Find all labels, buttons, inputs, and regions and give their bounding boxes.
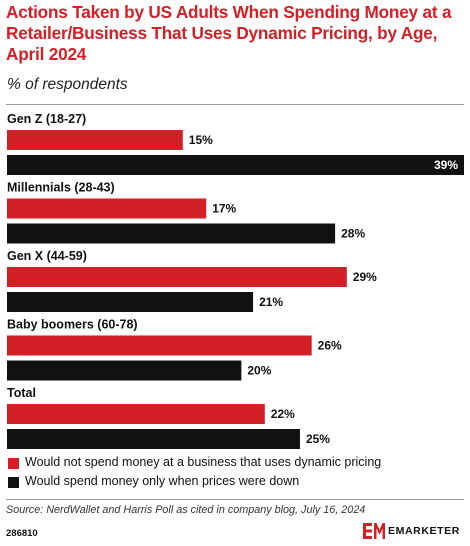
chart-subtitle: % of respondents	[7, 76, 128, 93]
legend-swatch-black	[8, 477, 19, 488]
bar	[7, 360, 242, 381]
data-label: 26%	[318, 339, 342, 353]
bar	[7, 404, 265, 424]
chart-id: 286810	[6, 528, 38, 539]
category-label: Gen Z (18-27)	[7, 112, 86, 126]
category-label: Total	[7, 386, 36, 400]
bar	[7, 292, 254, 312]
data-label: 29%	[353, 270, 377, 284]
data-label: 17%	[212, 202, 236, 216]
data-label: 28%	[341, 227, 365, 241]
data-label: 39%	[434, 158, 458, 172]
brand-name: EMARKETER	[388, 525, 460, 537]
bar	[7, 155, 464, 175]
source-note: Source: NerdWallet and Harris Poll as ci…	[6, 504, 366, 516]
top-divider	[6, 104, 464, 105]
data-label: 21%	[259, 295, 283, 309]
legend-label-series-1: Would not spend money at a business that…	[25, 455, 382, 469]
bar	[7, 130, 183, 150]
legend-label-series-2: Would spend money only when prices were …	[25, 474, 300, 488]
emarketer-logo-icon	[363, 523, 385, 539]
chart-title: Actions Taken by US Adults When Spending…	[6, 2, 452, 64]
category-label: Gen X (44-59)	[7, 249, 87, 263]
bar	[7, 198, 207, 219]
bar	[7, 429, 300, 449]
bar	[7, 223, 336, 244]
data-label: 15%	[189, 133, 213, 147]
bar-chart: Gen Z (18-27) 15% 39% Millennials (28-43) 17…	[7, 112, 464, 449]
legend-swatch-red	[8, 458, 19, 469]
category-label: Baby boomers (60-78)	[7, 318, 138, 332]
data-label: 25%	[306, 432, 330, 446]
data-label: 20%	[247, 364, 271, 378]
bar	[7, 335, 312, 356]
data-label: 22%	[271, 407, 295, 421]
bar	[7, 267, 347, 287]
category-label: Millennials (28-43)	[7, 181, 115, 195]
bottom-divider	[6, 499, 464, 500]
